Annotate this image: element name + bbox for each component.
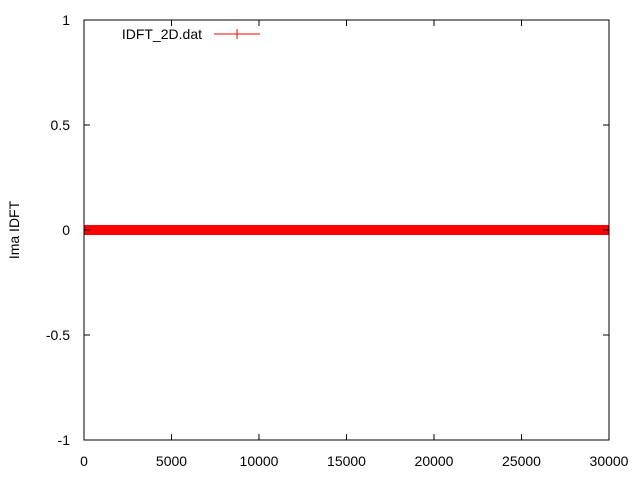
y-tick-label: -1 [58,432,71,448]
x-tick-label: 25000 [502,453,541,469]
x-tick-label: 30000 [590,453,629,469]
legend: IDFT_2D.dat [122,26,260,42]
y-tick-label: 0.5 [51,117,71,133]
tick-labels: 0 5000 10000 15000 20000 25000 30000 -1 -0.5 0 0.5… [46,12,629,469]
axes [83,19,610,441]
y-tick-label: 0 [62,222,70,238]
y-tick-label: -0.5 [46,327,70,343]
legend-label: IDFT_2D.dat [122,26,202,42]
y-tick-label: 1 [62,12,70,28]
series-marker-band [84,225,609,235]
series-layer [83,225,610,235]
x-tick-label: 10000 [240,453,279,469]
x-tick-label: 0 [80,453,88,469]
x-tick-label: 15000 [327,453,366,469]
y-axis-label: Ima IDFT [6,200,22,259]
x-tick-label: 5000 [156,453,187,469]
x-tick-label: 20000 [415,453,454,469]
